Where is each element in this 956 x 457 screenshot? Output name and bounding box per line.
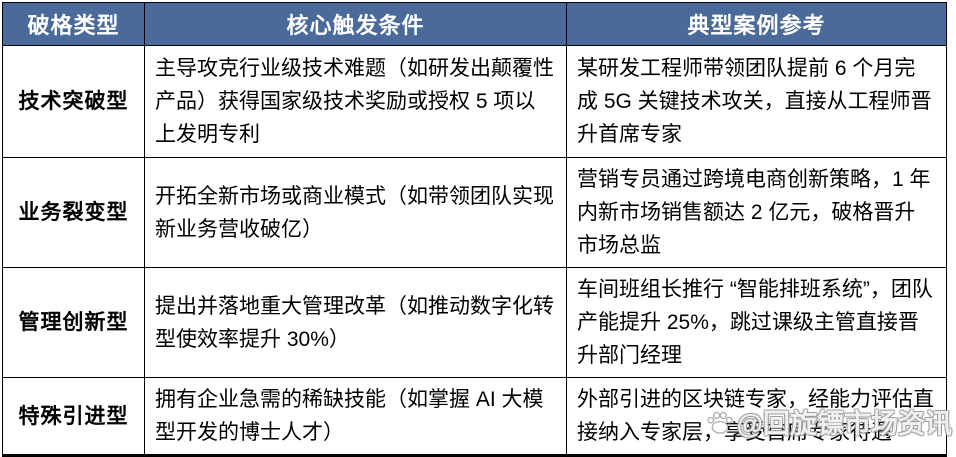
header-row: 破格类型 核心触发条件 典型案例参考	[2, 2, 947, 46]
cell-type: 技术突破型	[2, 45, 145, 158]
table-row: 特殊引进型 拥有企业急需的稀缺技能（如掌握 AI 大模型开发的博士人才） 外部引…	[2, 377, 947, 456]
column-header-type: 破格类型	[2, 2, 145, 46]
column-header-condition: 核心触发条件	[144, 2, 567, 46]
cell-type: 特殊引进型	[2, 377, 145, 456]
table-row: 业务裂变型 开拓全新市场或商业模式（如带领团队实现新业务营收破亿） 营销专员通过…	[2, 157, 947, 268]
column-header-case: 典型案例参考	[566, 2, 947, 46]
cell-condition: 开拓全新市场或商业模式（如带领团队实现新业务营收破亿）	[144, 157, 567, 268]
cell-case: 某研发工程师带领团队提前 6 个月完成 5G 关键技术攻关，直接从工程师晋升首席…	[566, 45, 947, 158]
cell-case: 营销专员通过跨境电商创新策略，1 年内新市场销售额达 2 亿元，破格晋升市场总监	[566, 157, 947, 268]
cell-type: 业务裂变型	[2, 157, 145, 268]
table-row: 管理创新型 提出并落地重大管理改革（如推动数字化转型使效率提升 30%） 车间班…	[2, 267, 947, 378]
cell-type: 管理创新型	[2, 267, 145, 378]
cell-condition: 拥有企业急需的稀缺技能（如掌握 AI 大模型开发的博士人才）	[144, 377, 567, 456]
cell-condition: 主导攻克行业级技术难题（如研发出颠覆性产品）获得国家级技术奖励或授权 5 项以上…	[144, 45, 567, 158]
cell-condition: 提出并落地重大管理改革（如推动数字化转型使效率提升 30%）	[144, 267, 567, 378]
cell-case: 车间班组长推行 “智能排班系统”，团队产能提升 25%，跳过课级主管直接晋升部门…	[566, 267, 947, 378]
table-row: 技术突破型 主导攻克行业级技术难题（如研发出颠覆性产品）获得国家级技术奖励或授权…	[2, 45, 947, 158]
cell-case: 外部引进的区块链专家，经能力评估直接纳入专家层，享受首席专家待遇	[566, 377, 947, 456]
